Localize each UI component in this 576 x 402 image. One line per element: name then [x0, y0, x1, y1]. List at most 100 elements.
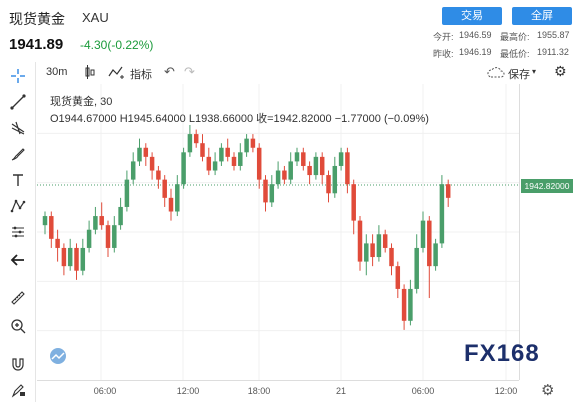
time-tick: 06:00: [411, 386, 435, 396]
time-tick: 12:00: [494, 386, 518, 396]
candle: [74, 243, 79, 280]
candle: [156, 165, 161, 189]
back-arrow-icon[interactable]: [8, 250, 28, 270]
axis-settings-gear-icon[interactable]: ⚙: [541, 382, 555, 399]
prev-close-label: 昨收:: [433, 49, 454, 59]
cloud-icon: [486, 65, 506, 82]
magnet-icon[interactable]: [8, 354, 28, 374]
time-tick: 21: [335, 386, 347, 396]
candle: [414, 234, 419, 294]
candle: [269, 175, 275, 207]
high-value: 1955.87: [537, 30, 570, 40]
candle: [212, 152, 218, 176]
candle: [187, 124, 193, 157]
candle: [408, 279, 413, 326]
fx168-watermark: FX168: [464, 340, 540, 367]
save-menu-chevron-icon[interactable]: ▾: [532, 67, 537, 76]
candlestick-chart[interactable]: [37, 84, 519, 380]
candle: [93, 206, 98, 235]
candle: [238, 143, 243, 171]
candle: [130, 152, 136, 185]
save-button[interactable]: 保存: [508, 69, 530, 81]
settings-gear-icon[interactable]: ⚙: [554, 63, 567, 79]
price-axis[interactable]: [519, 84, 576, 380]
candle: [231, 152, 237, 171]
candle: [351, 179, 356, 235]
trade-button[interactable]: 交易: [442, 7, 502, 25]
time-tick: 12:00: [176, 386, 200, 396]
price-change: -4.30(-0.22%): [80, 38, 154, 52]
candle: [181, 147, 186, 189]
candle: [80, 238, 86, 276]
fib-tool-icon[interactable]: [8, 118, 28, 138]
ohlc-readout: O1944.67000 H1945.64000 L1938.66000 收=19…: [50, 113, 429, 125]
candle: [364, 234, 369, 276]
candle: [112, 216, 117, 253]
lock-draw-icon[interactable]: [8, 380, 28, 400]
fullscreen-button[interactable]: 全屏: [512, 7, 572, 25]
candle: [42, 211, 48, 235]
time-tick: 06:00: [93, 386, 117, 396]
candle: [168, 188, 174, 221]
candle: [225, 138, 230, 162]
chart-legend-title: 现货黄金, 30: [50, 96, 113, 108]
undo-icon[interactable]: ↶: [164, 64, 175, 79]
candle-type-icon[interactable]: [84, 65, 96, 82]
candle: [61, 243, 67, 276]
candle: [370, 234, 375, 267]
time-tick: 18:00: [247, 386, 271, 396]
candle: [395, 261, 401, 299]
candle: [263, 175, 268, 212]
high-label: 最高价:: [500, 32, 530, 42]
crosshair-icon[interactable]: [8, 66, 28, 86]
candle: [143, 143, 149, 166]
candle: [55, 229, 60, 262]
candle: [294, 147, 300, 166]
candle: [118, 197, 123, 230]
today-open-value: 1946.59: [459, 30, 492, 40]
candle: [200, 134, 205, 162]
zoom-in-icon[interactable]: [8, 316, 28, 336]
low-value: 1911.32: [537, 47, 569, 57]
candle: [256, 143, 262, 189]
measure-icon[interactable]: [8, 222, 28, 242]
instrument-title: 现货黄金: [9, 11, 65, 27]
candle: [326, 170, 331, 203]
today-open-label: 今开:: [433, 32, 454, 42]
candle: [288, 152, 293, 185]
instrument-symbol: XAU: [82, 10, 109, 25]
candle: [357, 216, 363, 271]
candle: [307, 161, 312, 185]
indicator-icon[interactable]: [108, 65, 126, 82]
brush-icon[interactable]: [8, 144, 28, 164]
candle: [427, 216, 432, 299]
redo-icon[interactable]: ↷: [184, 64, 195, 79]
candle: [99, 202, 104, 230]
candle: [389, 243, 394, 276]
trend-line-icon[interactable]: [8, 92, 28, 112]
candle: [49, 211, 54, 248]
candle: [282, 165, 287, 185]
chart-toolbar: 30m 指标 ↶ ↷ 保存 ▾ ⚙: [36, 62, 576, 84]
candle: [319, 152, 325, 185]
prev-close-value: 1946.19: [459, 47, 492, 57]
pattern-icon[interactable]: [8, 196, 28, 216]
candle: [193, 129, 199, 148]
candle: [67, 238, 73, 271]
last-price-tag: 1942.82000: [521, 179, 573, 193]
text-tool-icon[interactable]: [8, 170, 28, 190]
indicators-button[interactable]: 指标: [130, 69, 152, 81]
candle: [219, 143, 224, 166]
candle: [244, 134, 249, 157]
candle: [275, 161, 281, 189]
candle: [420, 211, 426, 253]
candle: [86, 220, 92, 253]
interval-select[interactable]: 30m: [46, 66, 68, 78]
candle: [250, 134, 256, 153]
time-axis[interactable]: 06:00 12:00 18:00 21 06:00 12:00: [37, 380, 519, 402]
quote-header: 现货黄金 XAU 1941.89 -4.30(-0.22%) 交易 全屏 今开:…: [0, 0, 576, 62]
ruler-icon[interactable]: [8, 288, 28, 308]
candle: [301, 147, 306, 171]
last-price: 1941.89: [9, 36, 64, 53]
candle: [105, 220, 111, 258]
